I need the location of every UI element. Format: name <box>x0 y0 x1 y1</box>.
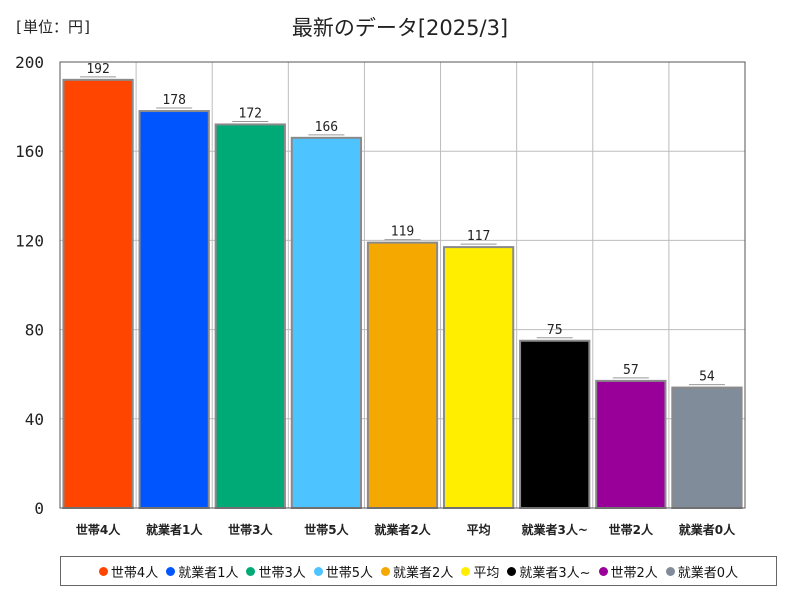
unit-label: [単位：円] <box>14 18 93 36</box>
category-label: 就業者1人 <box>146 522 203 537</box>
legend-swatch <box>246 566 256 576</box>
legend-swatch <box>98 566 108 576</box>
legend-label: 平均 <box>473 565 500 581</box>
bar <box>138 110 210 509</box>
bar <box>62 78 134 509</box>
category-label: 世帯3人 <box>228 522 273 537</box>
category-label: 世帯5人 <box>304 522 349 537</box>
category-label: 就業者0人 <box>679 522 736 537</box>
legend-item: 平均 <box>461 562 499 581</box>
bar <box>366 241 439 509</box>
value-label: 75 <box>547 323 563 338</box>
value-label: 57 <box>623 363 639 378</box>
legend-label: 世帯5人 <box>325 565 374 581</box>
legend-item: 就業者3人~ <box>507 562 591 581</box>
legend-item: 就業者0人 <box>665 562 739 581</box>
legend-label: 就業者3人~ <box>519 565 591 581</box>
y-tick-label: 160 <box>15 142 44 161</box>
category-label: 平均 <box>467 522 491 537</box>
value-label: 166 <box>315 120 338 135</box>
legend-label: 世帯4人 <box>110 565 159 581</box>
legend-swatch <box>665 566 675 576</box>
legend-item: 世帯3人 <box>246 562 306 581</box>
value-label: 54 <box>699 370 715 385</box>
bar <box>214 123 286 509</box>
category-label: 世帯2人 <box>609 522 654 537</box>
y-tick-label: 200 <box>15 53 44 72</box>
y-tick-label: 0 <box>34 499 44 518</box>
bar <box>595 379 667 510</box>
legend-item: 就業者2人 <box>381 562 453 581</box>
legend-label: 就業者1人 <box>178 565 239 581</box>
category-label: 世帯4人 <box>76 522 121 537</box>
legend-item: 就業者1人 <box>166 562 238 581</box>
value-label: 117 <box>467 229 490 244</box>
legend-item: 世帯4人 <box>98 562 159 581</box>
legend-label: 世帯2人 <box>610 565 658 581</box>
legend-swatch <box>313 566 323 576</box>
legend-swatch <box>381 566 391 576</box>
bar <box>519 339 591 509</box>
value-label: 119 <box>391 225 414 240</box>
legend-swatch <box>507 566 517 576</box>
bar <box>442 246 515 509</box>
bar <box>290 136 363 509</box>
value-label: 172 <box>239 106 262 121</box>
chart-title: 最新のデータ[2025/3] <box>291 16 509 40</box>
value-label: 192 <box>86 62 109 77</box>
chart-legend: 世帯4人 就業者1人 世帯3人 世帯5人 就業者2人 平均 就業者3人~ 世帯2人 就業者0人 <box>60 556 777 586</box>
bar <box>671 386 743 509</box>
category-label: 就業者2人 <box>374 522 431 537</box>
bar-chart: 0 40 80 120 160 200 192 世帯4人 178 就業者1人 172 世帯3人 166 世… <box>15 53 746 537</box>
y-tick-label: 40 <box>25 410 44 429</box>
y-tick-label: 80 <box>25 321 44 340</box>
legend-item: 世帯5人 <box>313 562 374 581</box>
legend-swatch <box>461 566 471 576</box>
plot-frame <box>59 61 746 509</box>
category-label: 就業者3人~ <box>522 522 588 537</box>
legend-swatch <box>166 566 176 576</box>
legend-item: 世帯2人 <box>598 562 658 581</box>
legend-label: 就業者2人 <box>393 565 454 581</box>
legend-label: 世帯3人 <box>258 565 306 581</box>
y-tick-label: 120 <box>15 231 44 250</box>
value-label: 178 <box>162 93 185 108</box>
legend-swatch <box>598 566 608 576</box>
legend-label: 就業者0人 <box>677 565 739 581</box>
